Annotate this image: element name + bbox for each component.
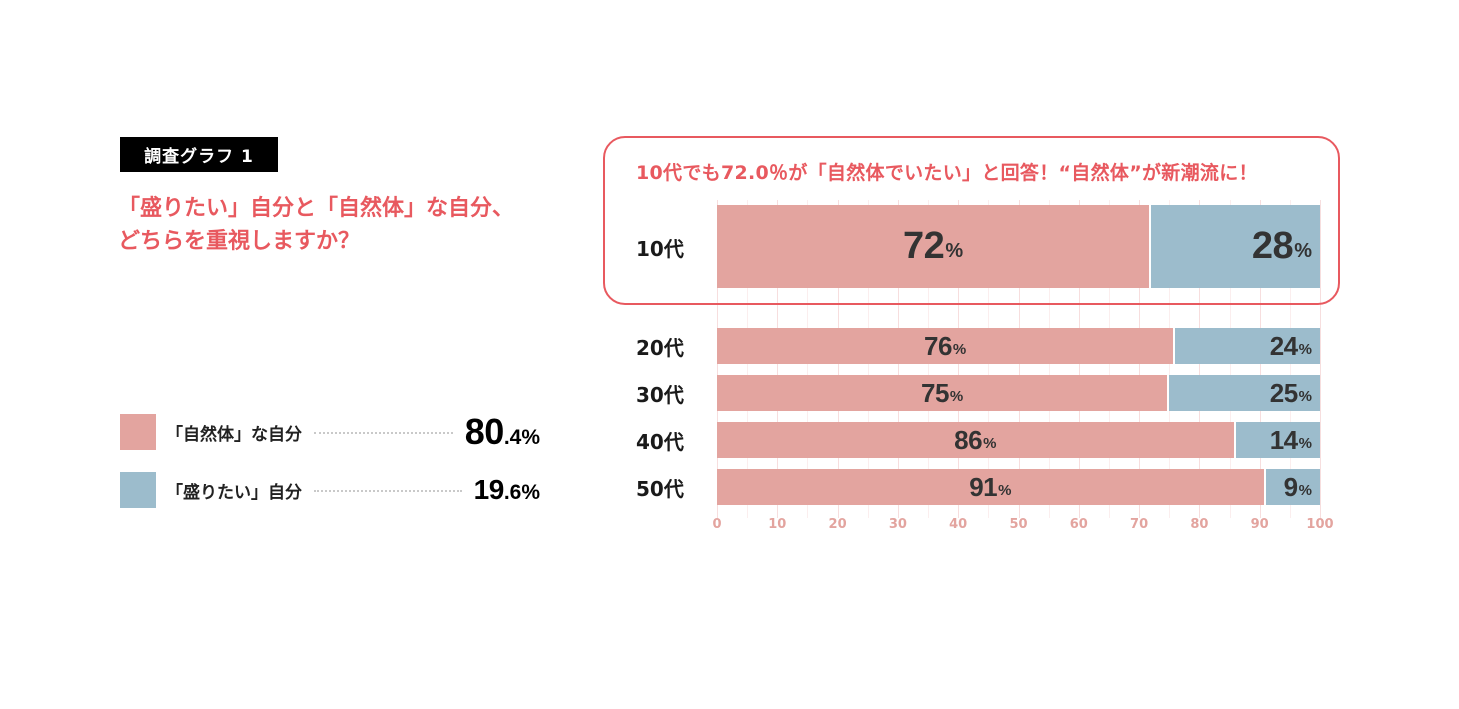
bar-40s: 86% 14% <box>717 422 1320 458</box>
legend-label: 「自然体」な自分 <box>166 424 302 445</box>
bar-segment-natural: 76% <box>717 328 1176 364</box>
legend-item-dressed: 「盛りたい」自分 19.6% <box>120 472 540 508</box>
question-line-2: どちらを重視しますか？ <box>118 229 361 254</box>
leader-dots <box>314 432 453 434</box>
row-label-30s: 30代 <box>636 382 684 407</box>
bar-segment-natural: 91% <box>717 469 1266 505</box>
x-tick-label: 20 <box>828 517 847 532</box>
bar-segment-dressed: 24% <box>1175 328 1320 364</box>
bar-segment-dressed: 25% <box>1169 375 1320 411</box>
row-label-40s: 40代 <box>636 429 684 454</box>
x-tick-label: 0 <box>712 517 722 532</box>
x-tick-label: 60 <box>1069 517 1088 532</box>
x-tick-label: 80 <box>1190 517 1209 532</box>
bar-segment-natural: 86% <box>717 422 1236 458</box>
row-label-20s: 20代 <box>636 335 684 360</box>
bar-20s: 76% 24% <box>717 328 1320 364</box>
bar-segment-dressed: 14% <box>1235 422 1320 458</box>
x-tick-label: 10 <box>768 517 787 532</box>
legend-swatch-natural <box>120 414 156 450</box>
chart-question: 「盛りたい」自分と「自然体」な自分、 どちらを重視しますか？ <box>118 192 578 258</box>
x-tick-label: 70 <box>1130 517 1149 532</box>
question-line-1: 「盛りたい」自分と「自然体」な自分、 <box>118 196 515 221</box>
row-label-10s: 10代 <box>636 236 684 261</box>
x-tick-label: 40 <box>949 517 968 532</box>
gridline <box>1320 200 1321 518</box>
leader-dots <box>314 490 462 492</box>
x-tick-label: 100 <box>1306 517 1334 532</box>
bar-segment-dressed: 9% <box>1265 469 1320 505</box>
bar-10s: 72% 28% <box>717 205 1320 288</box>
bar-segment-dressed: 28% <box>1151 205 1320 288</box>
x-tick-label: 30 <box>888 517 907 532</box>
highlight-box-10s <box>603 136 1340 305</box>
bar-30s: 75% 25% <box>717 375 1320 411</box>
highlight-headline: 10代でも72.0％が「自然体でいたい」と回答！“自然体”が新潮流に！ <box>636 162 1258 184</box>
row-label-50s: 50代 <box>636 476 684 501</box>
survey-graph-tag: 調査グラフ 1 <box>120 137 278 172</box>
legend-item-natural: 「自然体」な自分 80.4% <box>120 411 540 452</box>
x-tick-label: 90 <box>1250 517 1269 532</box>
bar-50s: 91% 9% <box>717 469 1320 505</box>
legend-label: 「盛りたい」自分 <box>166 482 302 503</box>
legend-swatch-dressed <box>120 472 156 508</box>
legend-value: 80.4% <box>464 411 540 452</box>
legend-value: 19.6% <box>473 474 540 505</box>
bar-segment-natural: 75% <box>717 375 1170 411</box>
x-tick-label: 50 <box>1009 517 1028 532</box>
bar-segment-natural: 72% <box>717 205 1152 288</box>
